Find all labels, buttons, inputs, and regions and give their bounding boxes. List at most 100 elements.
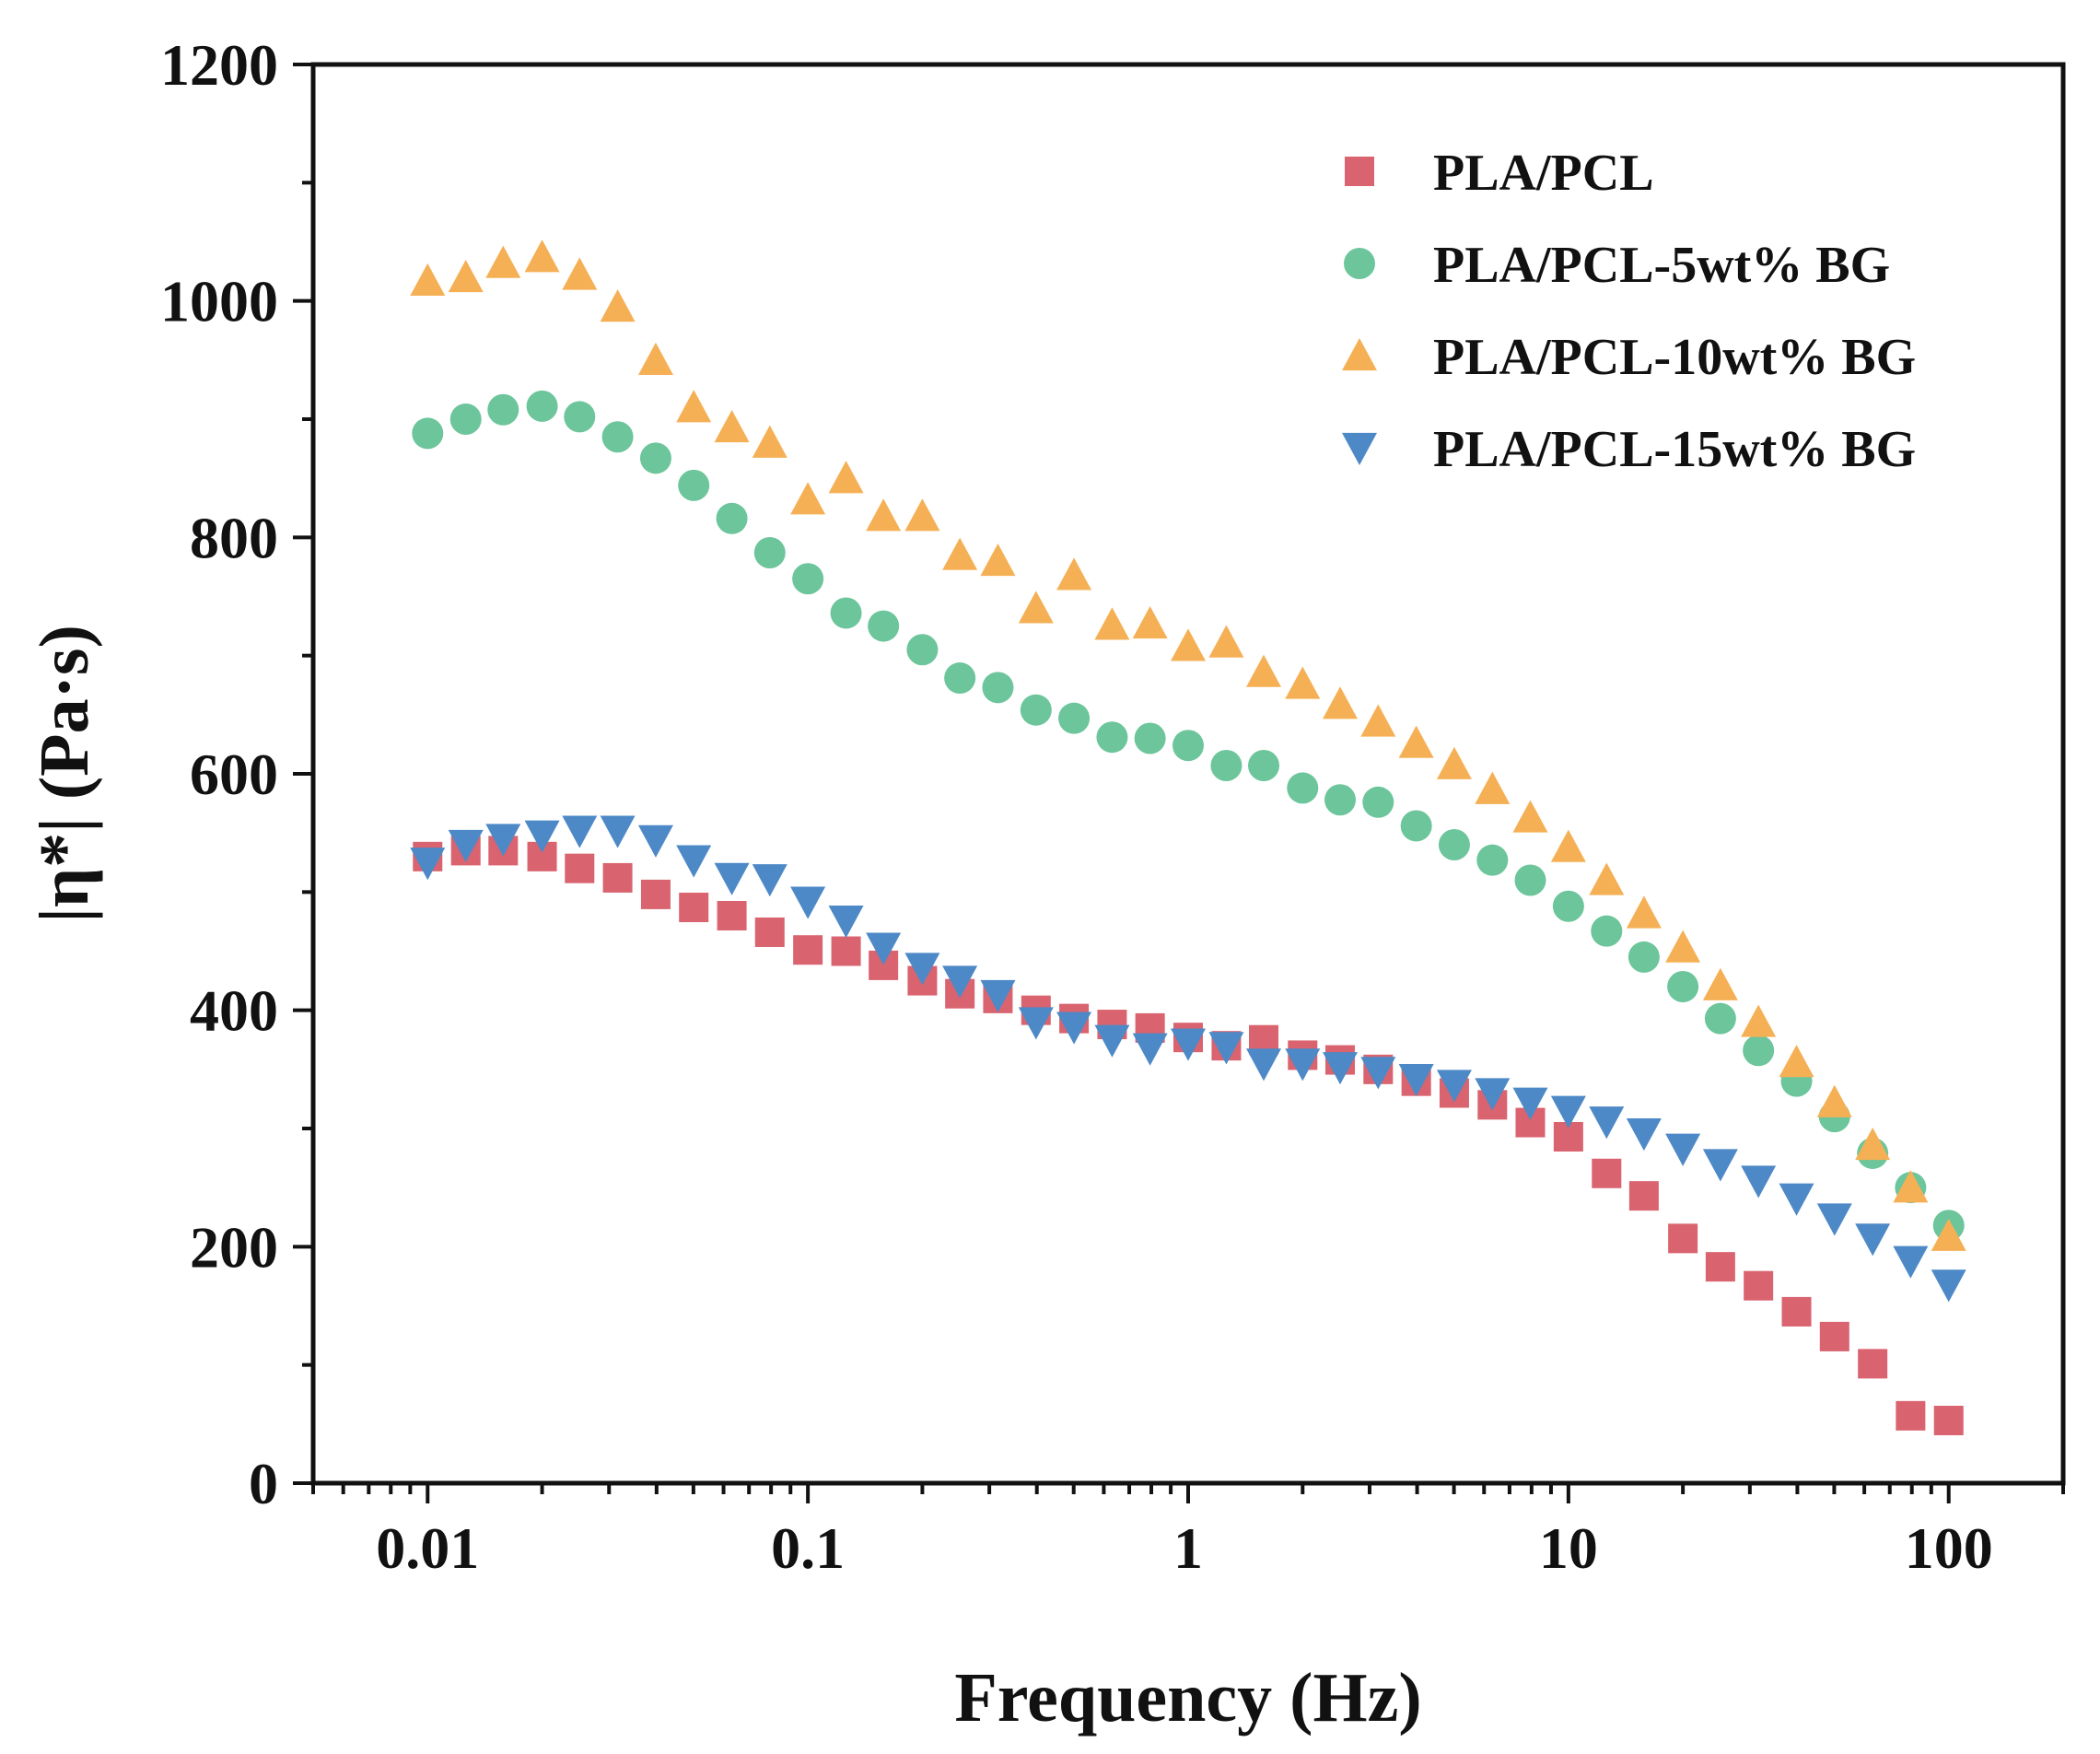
data-point bbox=[1512, 1087, 1548, 1120]
y-axis-ticks bbox=[293, 63, 313, 1485]
data-point bbox=[1626, 895, 1662, 929]
data-point bbox=[448, 260, 484, 293]
data-point bbox=[1512, 800, 1548, 833]
data-point bbox=[1667, 971, 1699, 1002]
data-point bbox=[1172, 730, 1204, 762]
data-point bbox=[1360, 704, 1396, 737]
data-point bbox=[639, 442, 671, 474]
data-point bbox=[1132, 1033, 1168, 1066]
data-point bbox=[565, 853, 595, 883]
data-point bbox=[1514, 864, 1546, 896]
data-point bbox=[906, 634, 939, 666]
data-point bbox=[1743, 1035, 1775, 1067]
data-point bbox=[448, 829, 484, 862]
data-point bbox=[753, 537, 786, 569]
data-point bbox=[487, 393, 519, 426]
data-point bbox=[562, 257, 598, 290]
data-point bbox=[1248, 750, 1280, 782]
y-tick-label: 600 bbox=[190, 742, 278, 807]
legend-label: PLA/PCL-5wt% BG bbox=[1433, 237, 1890, 294]
legend: PLA/PCL PLA/PCL-5wt% BG PLA/PCL-10wt% BG PL… bbox=[1342, 145, 1916, 478]
data-point bbox=[1628, 941, 1660, 973]
data-point bbox=[1438, 829, 1470, 860]
data-point bbox=[676, 845, 712, 878]
data-point bbox=[1285, 666, 1321, 699]
data-point bbox=[982, 672, 1014, 704]
data-point bbox=[526, 390, 558, 422]
data-point bbox=[1210, 750, 1242, 782]
data-point bbox=[1171, 628, 1206, 661]
data-point bbox=[1094, 607, 1130, 640]
data-point bbox=[942, 965, 978, 999]
y-tick-label: 1000 bbox=[160, 269, 278, 334]
data-point bbox=[828, 905, 864, 939]
data-point bbox=[1436, 1070, 1472, 1103]
x-tick-label: 100 bbox=[1905, 1515, 1993, 1581]
data-point bbox=[679, 893, 709, 923]
data-point bbox=[1550, 829, 1586, 862]
y-tick-label: 800 bbox=[190, 505, 278, 570]
data-point bbox=[1893, 1170, 1929, 1203]
data-point bbox=[1855, 1223, 1891, 1257]
x-axis-tick-labels: 0.01 0.1 1 10 100 bbox=[376, 1515, 1992, 1581]
data-point bbox=[1931, 1269, 1966, 1303]
y-tick-label: 200 bbox=[190, 1214, 278, 1280]
data-point bbox=[1056, 1011, 1092, 1045]
data-point bbox=[1324, 784, 1357, 816]
legend-label: PLA/PCL bbox=[1433, 145, 1654, 202]
data-point bbox=[1550, 1095, 1586, 1128]
data-point bbox=[717, 901, 747, 930]
data-point bbox=[1323, 686, 1359, 719]
data-point bbox=[714, 862, 750, 895]
data-point bbox=[1858, 1349, 1888, 1379]
data-point bbox=[1056, 557, 1092, 591]
data-point bbox=[637, 342, 673, 375]
data-point bbox=[1436, 746, 1472, 779]
data-point bbox=[1094, 1024, 1130, 1058]
data-point bbox=[942, 537, 978, 570]
data-point bbox=[1552, 890, 1584, 922]
data-point bbox=[904, 953, 940, 986]
data-point bbox=[1933, 1405, 1964, 1435]
legend-label: PLA/PCL-10wt% BG bbox=[1433, 329, 1916, 386]
data-point bbox=[1475, 1078, 1511, 1111]
x-axis-ticks bbox=[311, 1483, 2065, 1503]
data-point bbox=[640, 879, 671, 909]
data-point bbox=[1475, 771, 1511, 804]
data-point bbox=[1134, 722, 1166, 754]
y-axis-title: |η*| (Pa·s) bbox=[26, 625, 103, 923]
data-point bbox=[866, 932, 902, 965]
data-point bbox=[1020, 694, 1052, 726]
data-point bbox=[1285, 1048, 1321, 1082]
data-point bbox=[602, 862, 633, 893]
x-tick-label: 0.1 bbox=[771, 1515, 845, 1581]
data-point bbox=[1855, 1127, 1891, 1161]
data-point bbox=[1896, 1400, 1926, 1431]
data-point bbox=[600, 815, 636, 848]
data-point bbox=[1208, 625, 1244, 658]
legend-label: PLA/PCL-15wt% BG bbox=[1433, 421, 1916, 478]
data-point bbox=[410, 848, 446, 881]
data-point bbox=[1702, 967, 1738, 1000]
data-point bbox=[1171, 1028, 1206, 1061]
y-tick-label: 400 bbox=[190, 978, 278, 1044]
data-point bbox=[831, 936, 861, 966]
legend-marker bbox=[1345, 157, 1374, 186]
data-point bbox=[1476, 844, 1509, 876]
data-point bbox=[1626, 1117, 1662, 1152]
data-point bbox=[562, 815, 598, 848]
data-point bbox=[752, 864, 788, 897]
data-point bbox=[1781, 1296, 1812, 1327]
data-point bbox=[1628, 1181, 1659, 1211]
data-point bbox=[1246, 654, 1282, 687]
data-point bbox=[1287, 772, 1319, 804]
data-point bbox=[828, 461, 864, 494]
data-point bbox=[904, 498, 940, 532]
data-point bbox=[1702, 1149, 1738, 1182]
data-point bbox=[1779, 1183, 1814, 1216]
data-point bbox=[1018, 1007, 1054, 1040]
x-tick-label: 0.01 bbox=[376, 1515, 479, 1581]
data-point bbox=[1589, 862, 1625, 895]
data-point bbox=[868, 610, 900, 642]
data-point bbox=[793, 935, 823, 965]
